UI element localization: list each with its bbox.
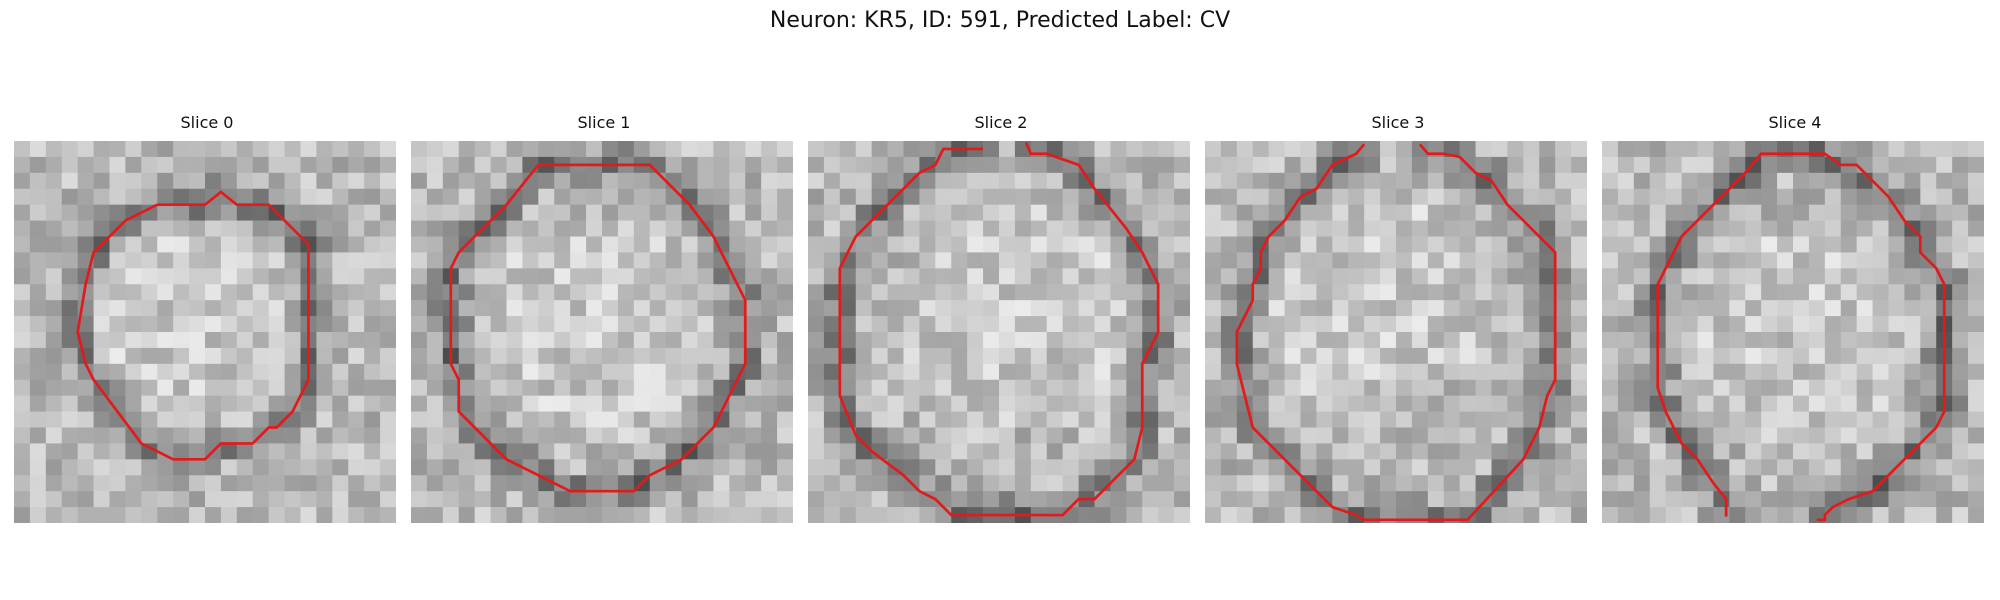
slice-image xyxy=(411,141,793,523)
slice-image xyxy=(1205,141,1587,523)
panel-title: Slice 3 xyxy=(1371,113,1425,132)
neuron-contour xyxy=(449,163,747,493)
slice-image xyxy=(14,141,396,523)
panel-slice-3: Slice 3 xyxy=(1205,113,1591,523)
panel-slice-4: Slice 4 xyxy=(1602,113,1988,523)
pixel-grid xyxy=(1602,141,1984,523)
pixel-grid xyxy=(14,141,396,523)
pixel-grid xyxy=(1205,141,1587,523)
slice-image xyxy=(1602,141,1984,523)
panel-slice-0: Slice 0 xyxy=(14,113,400,523)
neuron-contour xyxy=(76,190,310,461)
panel-slice-2: Slice 2 xyxy=(808,113,1194,523)
panel-title: Slice 4 xyxy=(1768,113,1822,132)
neuron-contour xyxy=(1235,143,1557,522)
neuron-contour xyxy=(1656,152,1946,522)
panel-title: Slice 1 xyxy=(577,113,631,132)
pixel-grid xyxy=(808,141,1190,523)
figure-title: Neuron: KR5, ID: 591, Predicted Label: C… xyxy=(769,8,1231,33)
panel-slice-1: Slice 1 xyxy=(411,113,797,523)
panel-title: Slice 2 xyxy=(974,113,1028,132)
pixel-grid xyxy=(411,141,793,523)
slice-image xyxy=(808,141,1190,523)
neuron-contour xyxy=(838,142,1160,517)
panel-title: Slice 0 xyxy=(180,113,234,132)
